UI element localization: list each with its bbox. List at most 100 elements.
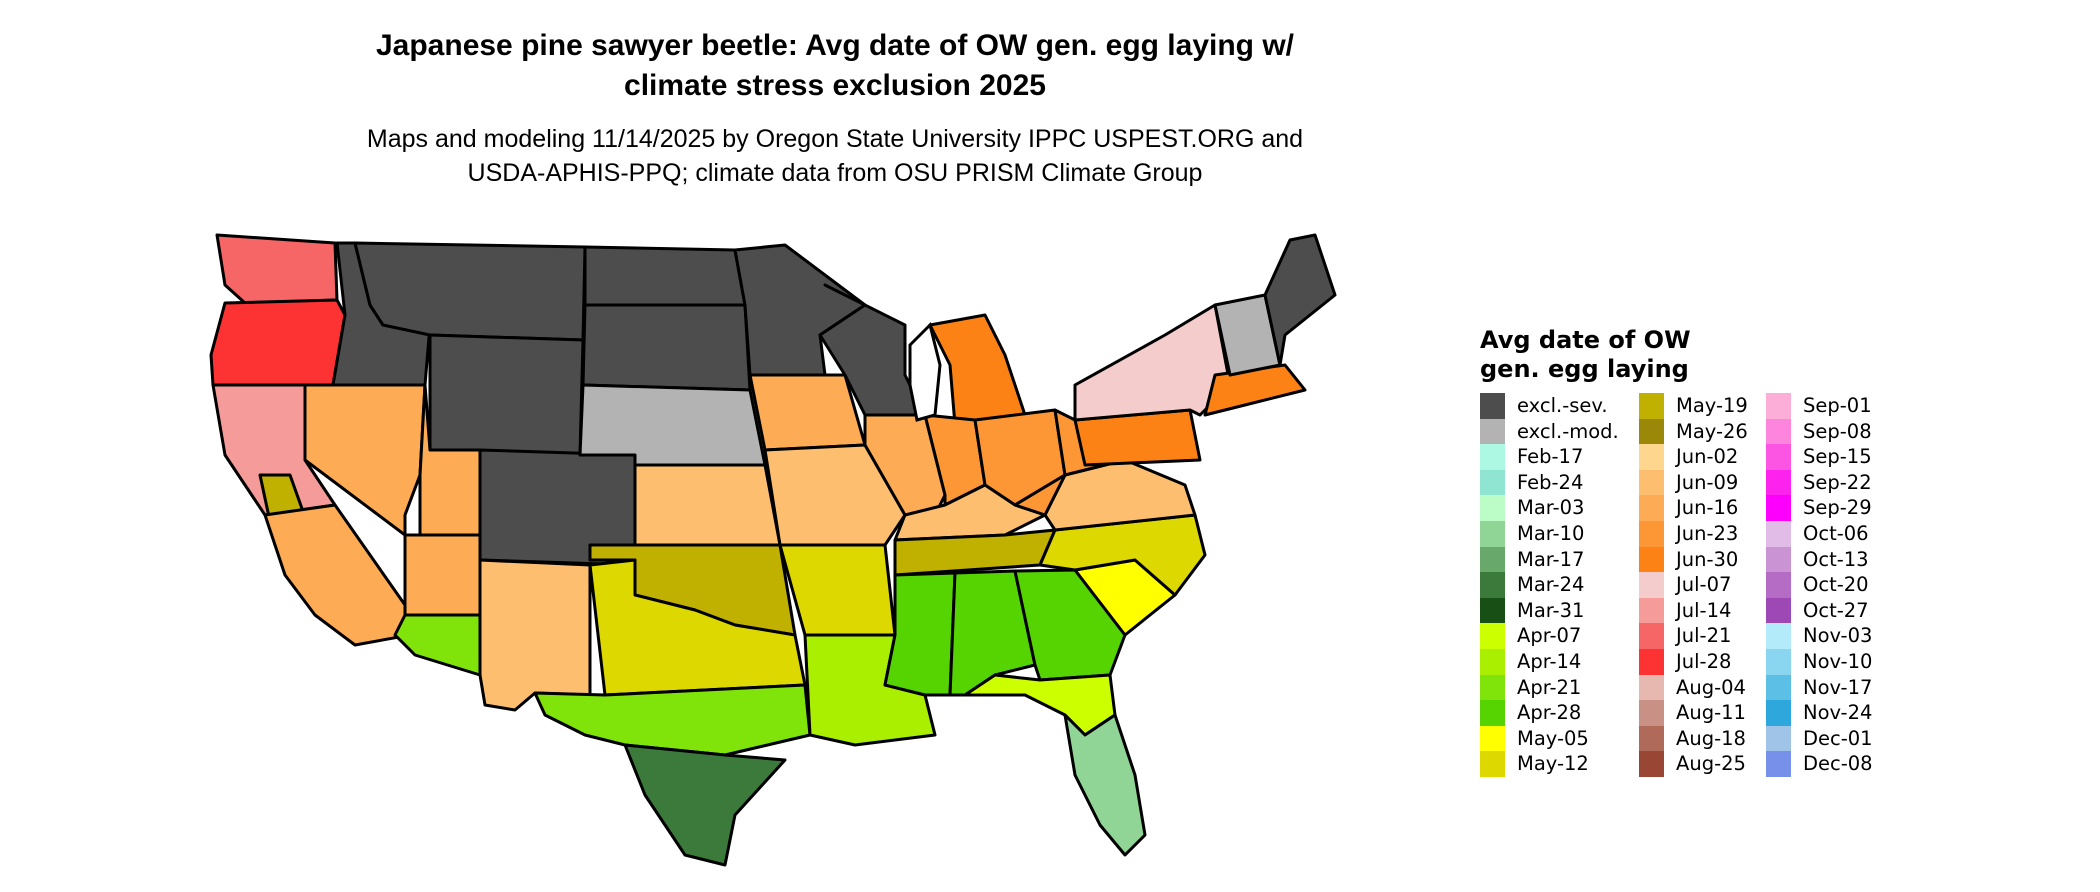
legend-label: Oct-27 (1803, 598, 1869, 622)
legend-item: Feb-24 (1480, 469, 1619, 496)
legend-item: excl.-mod. (1480, 418, 1619, 445)
legend-label: May-26 (1676, 419, 1748, 443)
legend-label: Sep-08 (1803, 419, 1872, 443)
legend-swatch (1480, 572, 1505, 598)
legend-swatch (1766, 444, 1791, 470)
map-region-new-mexico (478, 558, 592, 712)
legend-label: May-05 (1517, 726, 1589, 750)
legend-label: Jun-23 (1676, 521, 1739, 545)
legend-item: Mar-24 (1480, 572, 1619, 598)
map-subtitle-line1: Maps and modeling 11/14/2025 by Oregon S… (366, 125, 1304, 153)
legend-item: Oct-06 (1766, 520, 1873, 547)
legend-item: Mar-17 (1480, 546, 1619, 573)
legend-title-line2: gen. egg laying (1480, 355, 1689, 383)
map-region-texas-south (623, 743, 787, 867)
legend-swatch (1480, 648, 1505, 675)
legend-label: Nov-10 (1803, 649, 1873, 673)
legend-swatch (1766, 623, 1791, 649)
legend-swatch (1766, 520, 1791, 547)
legend-label: Apr-21 (1517, 675, 1582, 699)
legend-swatch (1480, 751, 1505, 777)
legend-swatch (1766, 572, 1791, 598)
legend-label: May-19 (1676, 394, 1748, 417)
legend-column-3: Sep-01 Sep-08 Sep-15 Sep-22 Sep-29 Oct-06 Oct-… (1766, 393, 1873, 777)
legend-swatch (1766, 700, 1791, 726)
legend-swatch (1766, 674, 1791, 701)
legend-column-2: May-19 May-26 Jun-02 Jun-09 Jun-16 Jun-23 Jun-… (1639, 393, 1748, 777)
legend-swatch (1480, 520, 1505, 547)
map-region-north-carolina (1038, 513, 1207, 597)
legend-swatch (1639, 444, 1664, 470)
legend-label: Mar-31 (1517, 598, 1585, 622)
map-region-arizona-south (393, 613, 482, 677)
legend-item: Sep-29 (1766, 495, 1873, 521)
map-region-kansas (633, 463, 782, 547)
legend-label: Aug-11 (1676, 701, 1746, 725)
legend-label: Jun-30 (1676, 547, 1739, 571)
map-region-montana (353, 241, 587, 342)
map-subtitle-line2: USDA-APHIS-PPQ; climate data from OSU PR… (467, 159, 1203, 187)
legend-swatch (1480, 623, 1505, 649)
map-title-line2: climate stress exclusion 2025 (624, 69, 1046, 102)
legend-label: Dec-01 (1803, 726, 1873, 750)
legend-item: Apr-28 (1480, 700, 1619, 726)
legend-swatch (1639, 725, 1664, 752)
legend-item: Sep-15 (1766, 444, 1873, 470)
legend-label: Jul-28 (1676, 649, 1732, 673)
map-region-oregon (209, 298, 347, 387)
legend-swatch (1639, 597, 1664, 624)
map-region-michigan (928, 313, 1027, 427)
legend-swatch (1639, 469, 1664, 496)
legend-item: Mar-31 (1480, 597, 1619, 624)
legend-item: May-19 (1639, 393, 1748, 419)
legend-item: Mar-03 (1480, 495, 1619, 521)
legend-label: Oct-20 (1803, 573, 1869, 597)
legend-label: Sep-22 (1803, 470, 1872, 494)
legend-item: Jun-23 (1639, 520, 1748, 547)
legend-item: Jul-28 (1639, 648, 1748, 675)
lake-michigan (908, 322, 942, 422)
legend-label: Mar-03 (1517, 496, 1585, 520)
legend-swatch (1639, 674, 1664, 701)
map-region-missouri (763, 443, 907, 547)
legend-swatch (1766, 751, 1791, 777)
legend-item: Jun-02 (1639, 444, 1748, 470)
map-region-washington (215, 233, 339, 305)
legend-swatch (1639, 648, 1664, 675)
legend-swatch (1639, 546, 1664, 573)
legend-item: Oct-20 (1766, 572, 1873, 598)
legend-label: Jul-21 (1676, 624, 1732, 648)
legend-label: excl.-mod. (1517, 419, 1619, 443)
legend-swatch (1639, 751, 1664, 777)
legend-swatch (1639, 393, 1664, 419)
legend-label: Mar-17 (1517, 547, 1585, 571)
legend-swatch (1766, 393, 1791, 419)
legend-swatch (1766, 725, 1791, 752)
legend-label: Dec-08 (1803, 752, 1873, 776)
legend-swatch (1480, 393, 1505, 419)
legend-label: excl.-sev. (1517, 394, 1608, 417)
legend-swatch (1480, 495, 1505, 521)
legend-label: Mar-24 (1517, 573, 1585, 597)
legend-swatch (1639, 418, 1664, 445)
legend-label: Apr-28 (1517, 701, 1582, 725)
legend-swatch (1639, 495, 1664, 521)
legend-item: Apr-21 (1480, 674, 1619, 701)
legend-swatch (1480, 700, 1505, 726)
map-region-nebraska (578, 383, 767, 467)
legend-label: Feb-17 (1517, 445, 1584, 469)
legend-label: Oct-06 (1803, 521, 1869, 545)
legend-item: Dec-01 (1766, 725, 1873, 752)
legend-swatch (1766, 495, 1791, 521)
legend-label: Jul-07 (1676, 573, 1732, 597)
legend-swatch (1766, 597, 1791, 624)
legend-label: Sep-15 (1803, 445, 1872, 469)
legend-label: Apr-07 (1517, 624, 1582, 648)
legend-title-line1: Avg date of OW (1480, 326, 1691, 354)
legend-swatch (1766, 469, 1791, 496)
legend-label: Jun-09 (1676, 470, 1739, 494)
legend-label: Sep-29 (1803, 496, 1872, 520)
legend-item: Nov-24 (1766, 700, 1873, 726)
legend-item: Nov-10 (1766, 648, 1873, 675)
legend-swatch (1639, 572, 1664, 598)
